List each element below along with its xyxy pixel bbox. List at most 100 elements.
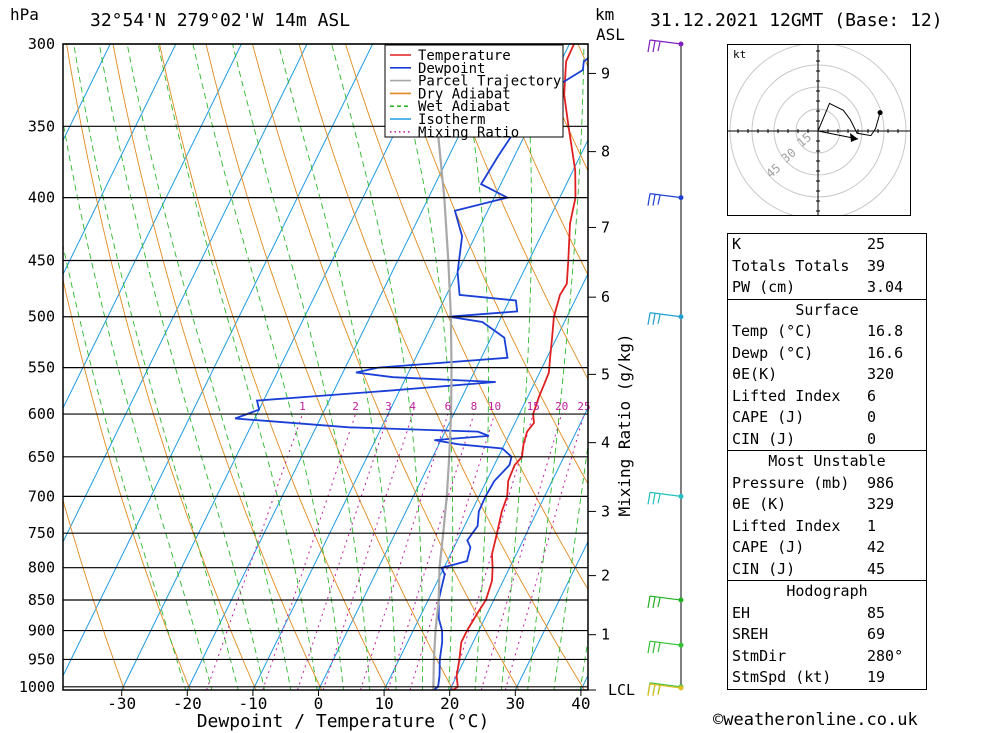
stats-value: 85 bbox=[867, 603, 886, 622]
surface-box: Surface Temp (°C) 16.8 Dewp (°C) 16.6 θE(K) 32… bbox=[727, 299, 927, 451]
stats-section-title: Most Unstable bbox=[768, 452, 886, 470]
pressure-tick-label: 850 bbox=[28, 591, 55, 609]
pressure-tick-label: 900 bbox=[28, 622, 55, 640]
datetime-title: 31.12.2021 12GMT (Base: 12) bbox=[650, 10, 943, 31]
stats-value: 25 bbox=[867, 235, 886, 253]
stats-label: Lifted Index bbox=[732, 516, 841, 535]
stats-row: Lifted Index 6 bbox=[728, 386, 926, 408]
stats-row: SREH 69 bbox=[728, 624, 926, 646]
plot-frame bbox=[62, 43, 589, 691]
legend-label: Dewpoint bbox=[418, 61, 485, 77]
stats-panel: K 25 Totals Totals 39 PW (cm) 3.04 Surface Tem… bbox=[727, 233, 927, 690]
dry-adiabat-line bbox=[662, 26, 720, 692]
pressure-tick-label: 350 bbox=[28, 117, 55, 135]
stats-value: 19 bbox=[867, 668, 886, 686]
mixing-ratio-label: 10 bbox=[488, 400, 501, 413]
isotherm-line bbox=[647, 0, 721, 690]
pressure-tick-label: 600 bbox=[28, 405, 55, 423]
stats-row: CAPE (J) 0 bbox=[728, 407, 926, 429]
asl-unit: ASL bbox=[596, 25, 625, 44]
stats-value: 1 bbox=[867, 516, 877, 535]
mixing-ratio-line bbox=[262, 413, 357, 690]
stats-label: CAPE (J) bbox=[732, 538, 805, 556]
isotherm-line bbox=[63, 44, 242, 410]
hodograph-unit-label: kt bbox=[733, 48, 746, 61]
stats-value: 69 bbox=[867, 625, 886, 643]
mixing-ratio-line bbox=[297, 413, 389, 690]
stats-label: SREH bbox=[732, 625, 769, 643]
km-tick-label: 9 bbox=[601, 64, 610, 82]
stats-row: StmSpd (kt) 19 bbox=[728, 667, 926, 689]
km-tick-label: 7 bbox=[601, 218, 610, 236]
stats-label: StmDir bbox=[732, 646, 787, 665]
km-tick-label: 8 bbox=[601, 143, 610, 161]
temp-tick-label: -20 bbox=[173, 694, 202, 713]
wet-adiabat-line bbox=[527, 44, 585, 690]
x-axis-label: Dewpoint / Temperature (°C) bbox=[197, 711, 490, 732]
most-unstable-box: Most Unstable Pressure (mb) 986 θE (K) 329 Li… bbox=[727, 451, 927, 581]
stats-value: 329 bbox=[867, 495, 895, 513]
isotherm-line bbox=[318, 138, 588, 690]
isotherm-line bbox=[63, 44, 111, 142]
hodograph-ring-label: 30 bbox=[779, 145, 799, 165]
mixing-ratio-label: 4 bbox=[409, 400, 416, 413]
km-tick-label: 2 bbox=[601, 567, 610, 585]
stats-value: 320 bbox=[867, 365, 895, 383]
indices-box: K 25 Totals Totals 39 PW (cm) 3.04 bbox=[727, 233, 927, 300]
location-title: 32°54'N 279°02'W 14m ASL bbox=[90, 10, 351, 31]
temp-tick-label: 20 bbox=[440, 694, 459, 713]
stats-row: EH 85 bbox=[728, 603, 926, 625]
wind-barb bbox=[647, 491, 682, 505]
hodograph-panel: kt 15 30 45 bbox=[727, 42, 911, 220]
dry-adiabat-line bbox=[577, 44, 588, 68]
copyright-footer: ©weatheronline.co.uk bbox=[713, 710, 918, 730]
stats-row: CAPE (J) 42 bbox=[728, 537, 926, 559]
stats-row: K 25 bbox=[728, 234, 926, 256]
stats-value: 42 bbox=[867, 538, 886, 556]
km-tick-label: 5 bbox=[601, 365, 610, 383]
stats-label: PW (cm) bbox=[732, 278, 796, 296]
stats-label: Totals Totals bbox=[732, 256, 850, 275]
mixing-ratio-label: 15 bbox=[527, 400, 540, 413]
mixing-ratio-label: 1 bbox=[299, 400, 306, 413]
mixing-ratio-label: 20 bbox=[555, 400, 568, 413]
mixing-ratio-line bbox=[387, 413, 475, 690]
wind-barb bbox=[647, 192, 682, 206]
pressure-tick-label: 300 bbox=[28, 35, 55, 53]
stats-section-title: Hodograph bbox=[786, 582, 868, 600]
mixing-ratio-axis-label: Mixing Ratio (g/kg) bbox=[615, 333, 634, 516]
stats-value: 45 bbox=[867, 559, 886, 578]
legend-label: Wet Adiabat bbox=[418, 99, 511, 115]
stats-label: CIN (J) bbox=[732, 559, 796, 578]
stats-row: Totals Totals 39 bbox=[728, 256, 926, 278]
km-tick-label: 3 bbox=[601, 502, 610, 520]
skewt-chart: hPa km ASL 1 2 3 4 6 8 10 15 20 25 30035040045050… bbox=[10, 0, 721, 732]
stats-label: θE(K) bbox=[732, 365, 778, 383]
legend-label: Parcel Trajectory bbox=[418, 74, 561, 90]
isotherm-line bbox=[63, 44, 308, 544]
legend-frame bbox=[384, 44, 564, 138]
dry-adiabat-line bbox=[63, 498, 125, 690]
stats-row: Temp (°C) 16.8 bbox=[728, 321, 926, 343]
stats-value: 16.6 bbox=[867, 343, 904, 362]
stats-value: 39 bbox=[867, 256, 886, 275]
mixing-ratio-label: 6 bbox=[445, 400, 452, 413]
stats-row: PW (cm) 3.04 bbox=[728, 277, 926, 299]
isotherm-line bbox=[63, 44, 374, 678]
pressure-tick-label: 950 bbox=[28, 650, 55, 668]
hodograph-ring-label: 15 bbox=[794, 130, 814, 150]
stats-value: 6 bbox=[867, 386, 877, 405]
wet-adiabat-line bbox=[192, 44, 344, 690]
stats-row: θE(K) 320 bbox=[728, 364, 926, 386]
stats-label: EH bbox=[732, 603, 751, 622]
stats-row: StmDir 280° bbox=[728, 646, 926, 668]
lcl-label: LCL bbox=[608, 681, 635, 699]
wet-adiabat-line bbox=[500, 44, 533, 690]
pressure-tick-label: 800 bbox=[28, 559, 55, 577]
pressure-tick-label: 500 bbox=[28, 308, 55, 326]
stats-row: CIN (J) 0 bbox=[728, 429, 926, 451]
pressure-tick-label: 400 bbox=[28, 189, 55, 207]
isotherm-line bbox=[63, 44, 177, 276]
pressure-tick-label: 750 bbox=[28, 524, 55, 542]
temp-tick-label: 30 bbox=[506, 694, 525, 713]
